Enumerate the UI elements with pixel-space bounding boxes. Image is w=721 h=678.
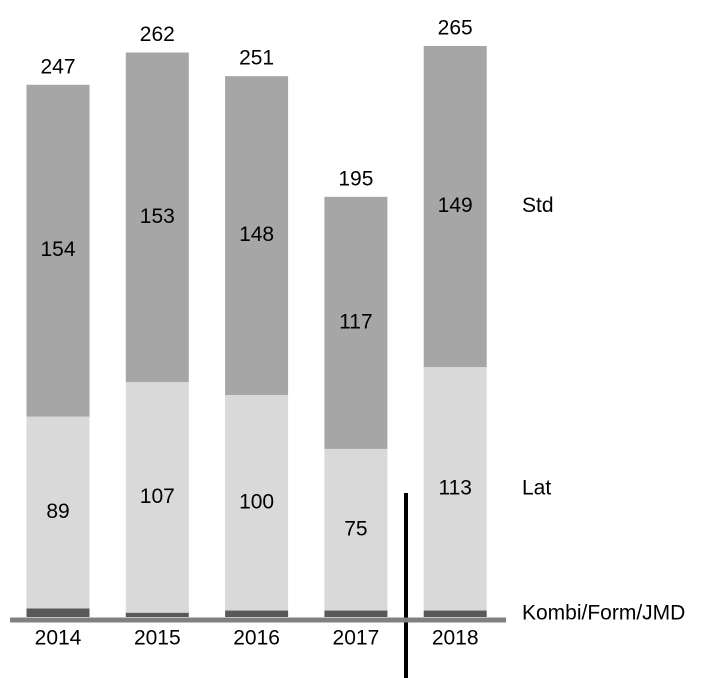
bar-segment (423, 46, 487, 368)
bar-segment (225, 610, 289, 617)
segment-label: 148 (239, 223, 274, 246)
bar-segment (125, 612, 189, 617)
segment-label: 75 (344, 517, 367, 540)
segment-label: 117 (339, 310, 372, 333)
bar-segment (125, 52, 189, 383)
segment-label: 149 (438, 194, 473, 217)
x-tick-label: 2017 (333, 627, 380, 650)
x-tick-label: 2015 (134, 627, 181, 650)
legend-label: Kombi/Form/JMD (522, 602, 685, 625)
bar-segment (324, 448, 388, 611)
bar-segment (225, 395, 289, 611)
bar-segment (26, 608, 90, 617)
total-label: 265 (438, 17, 473, 40)
x-tick-label: 2016 (233, 627, 280, 650)
bar-segment (225, 76, 289, 396)
segment-label: 100 (239, 490, 274, 513)
segment-label: 113 (438, 476, 471, 499)
x-tick-label: 2018 (432, 627, 479, 650)
segment-label: 107 (140, 485, 175, 508)
bar-segment (324, 196, 388, 449)
bar-segment (324, 610, 388, 617)
total-label: 247 (40, 55, 75, 78)
bar-segment (26, 84, 90, 417)
legend-label: Std (522, 194, 554, 217)
x-tick-label: 2014 (35, 627, 82, 650)
bar-segment (26, 416, 90, 609)
total-label: 262 (140, 23, 175, 46)
bar-segment (125, 382, 189, 613)
legend-label: Lat (522, 476, 551, 499)
total-label: 251 (239, 47, 274, 70)
bar-segment (423, 367, 487, 611)
total-label: 195 (338, 167, 373, 190)
segment-label: 153 (140, 205, 175, 228)
segment-label: 89 (46, 500, 69, 523)
bar-segment (423, 610, 487, 617)
segment-label: 154 (40, 238, 75, 261)
